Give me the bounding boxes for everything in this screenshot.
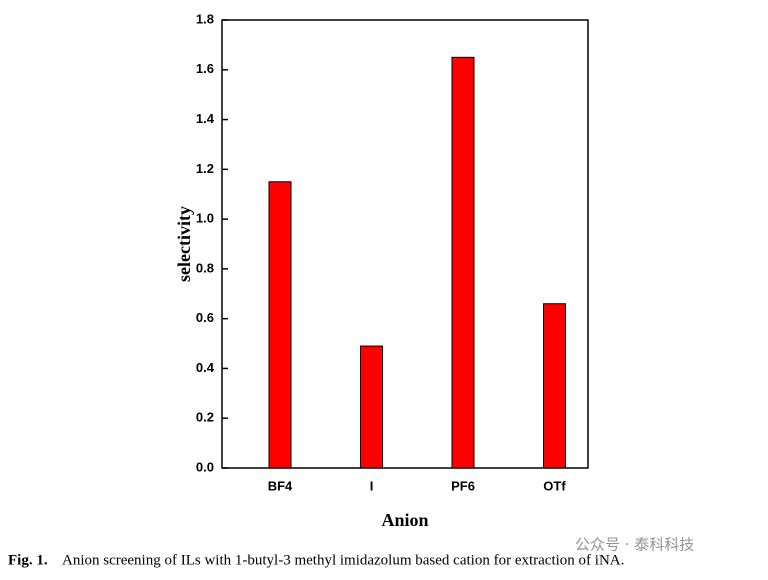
- y-tick-label: 0.2: [196, 410, 214, 425]
- x-tick-label: I: [370, 478, 374, 493]
- plot-frame: [221, 19, 589, 469]
- y-axis-label: selectivity: [174, 206, 194, 282]
- y-tick-label: 0.6: [196, 310, 214, 325]
- y-tick-label: 1.6: [196, 61, 214, 76]
- x-tick-label: BF4: [268, 478, 293, 493]
- y-tick-label: 0.0: [196, 459, 214, 474]
- y-tick-label: 0.4: [196, 360, 215, 375]
- caption-text: Anion screening of ILs with 1-butyl-3 me…: [62, 552, 624, 568]
- y-tick-label: 1.8: [196, 11, 214, 26]
- y-tick-label: 0.8: [196, 260, 214, 275]
- y-tick-label: 1.4: [196, 111, 215, 126]
- x-tick-label: PF6: [451, 478, 475, 493]
- y-tick-label: 1.2: [196, 161, 214, 176]
- x-axis-label: Anion: [381, 510, 428, 530]
- bar: [360, 345, 383, 469]
- bar: [451, 56, 475, 469]
- bar: [543, 303, 566, 469]
- x-tick-label: OTf: [543, 478, 566, 493]
- bar: [268, 181, 292, 469]
- y-tick-label: 1.0: [196, 211, 214, 226]
- watermark: 公众号 · 泰科科技: [575, 536, 694, 554]
- caption-label: Fig. 1.: [8, 552, 48, 568]
